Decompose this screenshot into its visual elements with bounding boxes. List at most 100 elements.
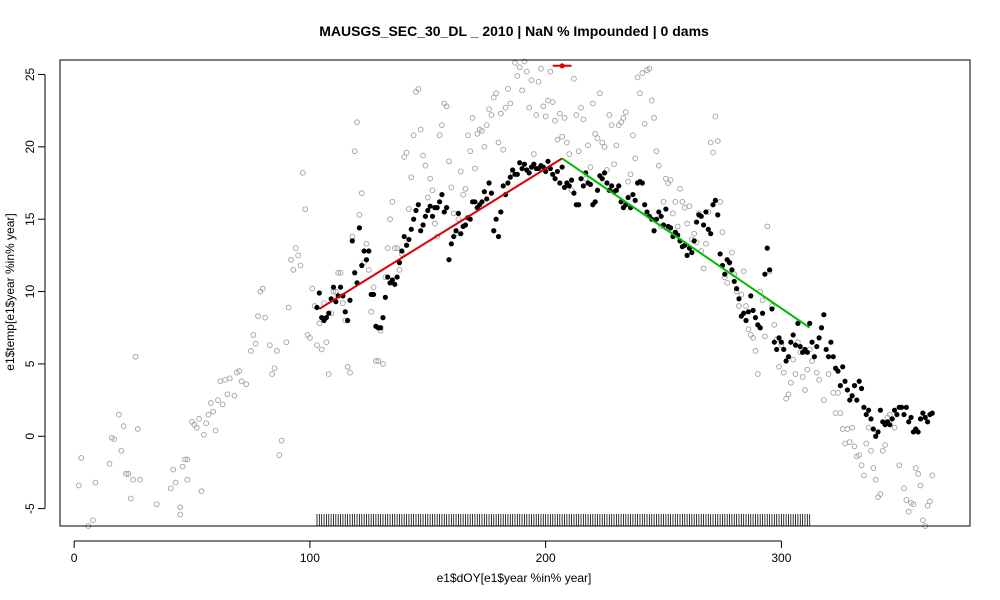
air-point <box>349 233 356 240</box>
air-point <box>813 369 820 376</box>
air-point <box>514 73 521 79</box>
air-point <box>844 426 851 432</box>
water-point <box>434 205 440 211</box>
water-point <box>837 383 843 389</box>
air-point <box>278 437 285 444</box>
y-tick-label: 0 <box>23 433 37 440</box>
air-point <box>856 452 863 458</box>
water-point <box>651 228 657 234</box>
air-point <box>512 60 518 66</box>
air-point <box>585 142 591 149</box>
water-point <box>875 429 881 435</box>
water-point <box>790 332 796 338</box>
air-point <box>125 471 132 477</box>
air-point <box>924 502 931 509</box>
water-point <box>363 257 370 263</box>
water-point <box>691 238 697 244</box>
water-point <box>491 228 497 234</box>
air-point <box>667 177 674 183</box>
water-point <box>894 411 900 418</box>
water-point <box>708 231 714 237</box>
air-point <box>198 488 205 495</box>
water-point <box>639 180 645 186</box>
water-point <box>632 197 638 203</box>
air-point <box>380 361 386 367</box>
air-point <box>622 109 629 115</box>
water-point <box>314 304 320 311</box>
air-point <box>483 122 490 128</box>
air-point <box>736 303 742 309</box>
y-tick-label: -5 <box>23 503 37 514</box>
air-point <box>252 340 259 347</box>
air-point <box>865 424 872 431</box>
air-point <box>200 431 207 438</box>
air-point <box>729 249 735 256</box>
air-point <box>599 139 606 146</box>
air-point <box>703 240 709 247</box>
x-tick-label: 100 <box>300 551 320 565</box>
air-point <box>184 476 191 483</box>
water-point <box>906 419 912 425</box>
water-point <box>889 416 895 422</box>
water-point <box>922 414 928 421</box>
water-point <box>505 180 511 186</box>
air-point <box>469 115 476 121</box>
air-point <box>337 269 344 276</box>
air-point <box>903 497 910 503</box>
water-point <box>406 236 412 243</box>
water-point <box>792 342 799 348</box>
air-point <box>538 65 544 72</box>
air-point <box>193 424 200 431</box>
air-point <box>837 410 844 416</box>
air-point <box>882 442 888 448</box>
air-point <box>578 104 584 111</box>
air-point <box>877 491 884 498</box>
air-point <box>210 408 217 415</box>
air-point <box>307 335 313 341</box>
air-point <box>830 390 837 396</box>
water-point <box>762 271 768 277</box>
air-point <box>464 132 471 139</box>
air-point <box>861 472 867 479</box>
water-point <box>420 222 426 228</box>
air-point <box>90 517 96 524</box>
air-point <box>846 439 853 445</box>
air-point <box>637 90 643 97</box>
air-point <box>106 460 113 467</box>
water-point <box>868 416 874 422</box>
water-point <box>745 309 751 315</box>
y-axis-label: e1$temp[e1$year %in% year] <box>3 213 17 370</box>
water-temperature-points <box>314 158 935 439</box>
water-point <box>710 202 716 208</box>
water-point <box>842 378 848 384</box>
air-point <box>531 151 537 157</box>
water-point <box>887 422 893 428</box>
water-point <box>552 176 558 182</box>
air-point <box>589 100 596 107</box>
air-point <box>672 198 679 205</box>
air-point <box>248 348 254 354</box>
air-point <box>573 112 580 118</box>
water-point <box>811 354 818 360</box>
water-point <box>748 293 754 299</box>
air-point <box>641 120 648 127</box>
air-point <box>660 198 667 205</box>
air-point <box>292 245 299 251</box>
water-point <box>705 226 711 232</box>
water-point <box>345 317 351 324</box>
air-point <box>127 495 134 502</box>
fit-lines <box>318 157 811 329</box>
air-point <box>507 100 514 107</box>
water-point <box>750 307 756 313</box>
air-point <box>318 346 325 353</box>
water-point <box>804 349 810 355</box>
air-point <box>219 401 226 408</box>
air-point <box>358 190 365 196</box>
air-point <box>787 379 794 386</box>
air-point <box>408 174 415 181</box>
water-point <box>342 309 348 315</box>
air-point <box>391 245 398 251</box>
water-point <box>479 199 485 205</box>
water-point <box>587 181 594 188</box>
air-point <box>618 119 624 126</box>
